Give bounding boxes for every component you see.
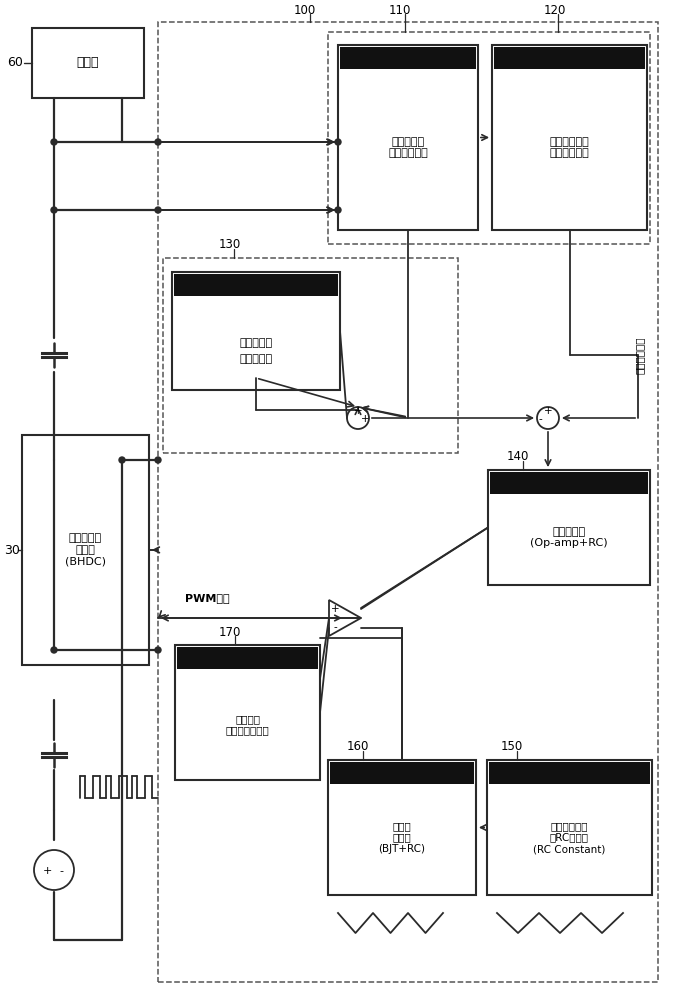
Text: 三角波
放大器
(BJT+RC): 三角波 放大器 (BJT+RC) [379,821,425,854]
Bar [174,274,338,296]
Text: 130: 130 [219,238,241,251]
Text: 140: 140 [507,450,529,464]
Text: 电流补偿器: 电流补偿器 [239,354,272,364]
Circle shape [335,207,341,213]
Text: 160: 160 [347,740,369,754]
Bar [175,645,320,780]
Text: 电流参考信号: 电流参考信号 [635,336,645,374]
Text: 110: 110 [389,3,411,16]
Text: +: + [544,406,552,416]
Text: 电流参考信号
变化率放大器: 电流参考信号 变化率放大器 [549,137,589,158]
Text: -: - [538,414,542,424]
Bar [22,435,149,665]
Text: +: + [331,604,339,614]
Text: 电流控制器
(Op-amp+RC): 电流控制器 (Op-amp+RC) [530,527,608,548]
Text: +: + [354,406,363,416]
Text: 30: 30 [4,544,20,556]
Text: +: + [361,414,369,424]
Text: +: + [42,866,52,876]
Bar [340,47,476,69]
Bar [163,258,458,453]
Text: 混合控制器
（控制功率）: 混合控制器 （控制功率） [388,137,428,158]
Text: PWM信号: PWM信号 [185,593,230,603]
Bar [177,647,318,669]
Text: 120: 120 [544,3,566,16]
Bar [172,272,340,390]
Circle shape [51,647,57,653]
Circle shape [155,139,161,145]
Text: 三角波发生器
（RC恒定）
(RC Constant): 三角波发生器 （RC恒定） (RC Constant) [533,821,606,854]
Circle shape [155,647,161,653]
Bar [488,470,650,585]
Circle shape [155,457,161,463]
Circle shape [335,139,341,145]
Bar [328,760,476,895]
Bar [32,28,144,98]
Circle shape [51,139,57,145]
Text: 逆变器: 逆变器 [77,56,99,70]
Bar [158,22,658,982]
Text: 比较单元
（生成占空比）: 比较单元 （生成占空比） [226,714,270,735]
Text: 100: 100 [294,3,316,16]
Bar [487,760,652,895]
Bar [330,762,474,784]
Text: 170: 170 [219,626,241,639]
Text: 150: 150 [501,740,523,754]
Bar [494,47,645,69]
Bar [328,32,650,244]
Text: 大容量双向
变换器
(BHDC): 大容量双向 变换器 (BHDC) [65,533,106,567]
Bar [490,472,648,494]
Bar [492,45,647,230]
Text: 60: 60 [7,56,23,70]
Text: -: - [59,866,63,876]
Circle shape [119,457,125,463]
Bar [338,45,478,230]
Text: 电流传感器: 电流传感器 [239,338,272,348]
Circle shape [155,207,161,213]
Circle shape [51,207,57,213]
Bar [489,762,650,784]
Text: -: - [333,622,337,632]
